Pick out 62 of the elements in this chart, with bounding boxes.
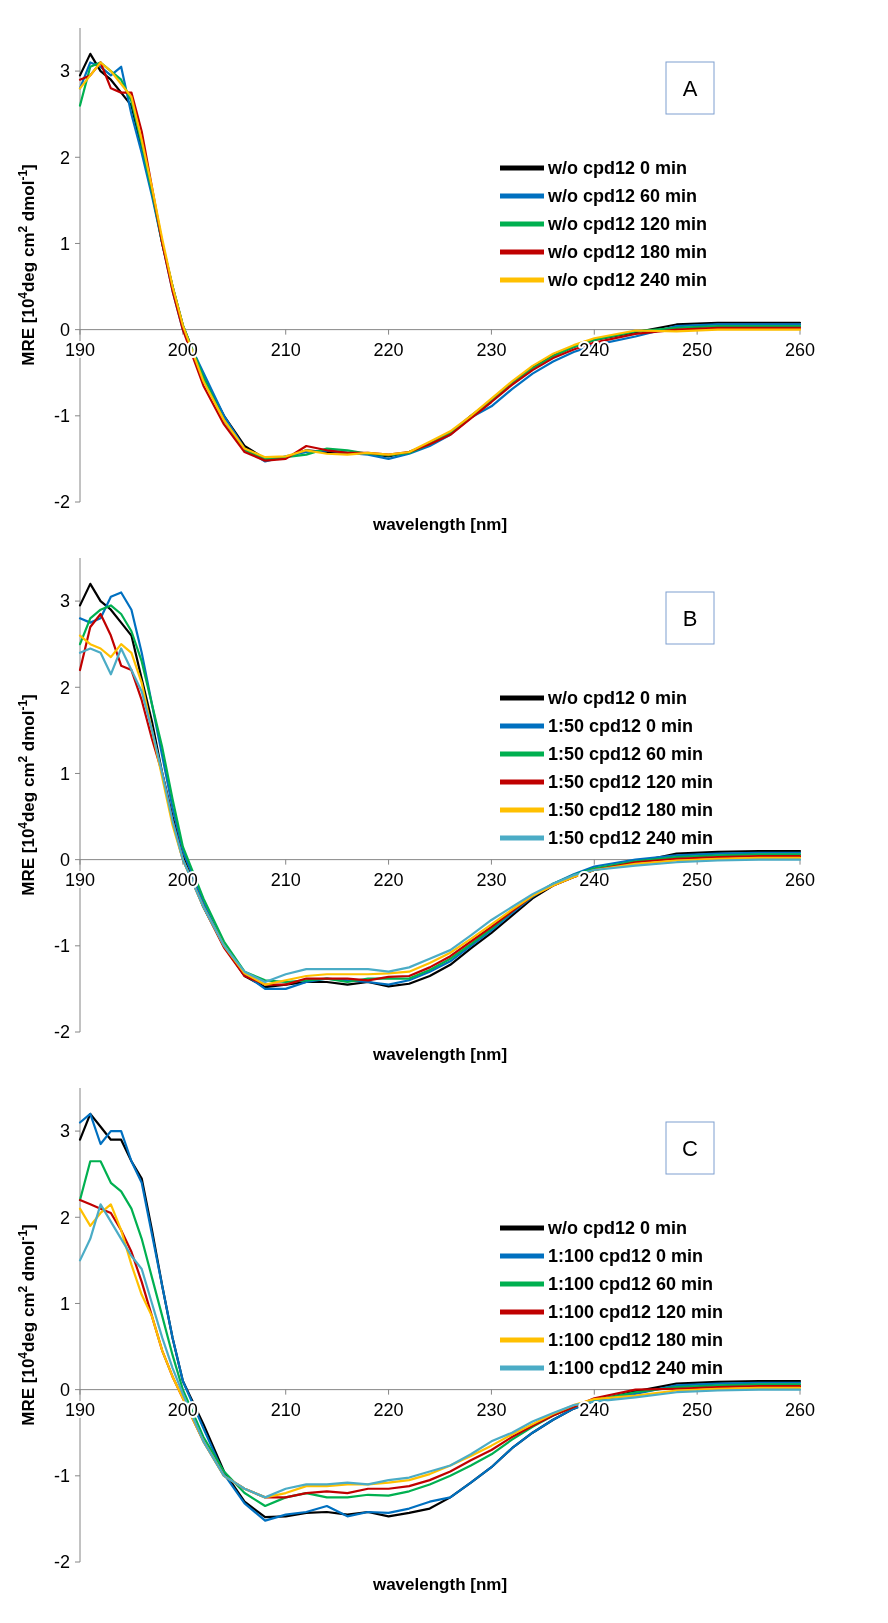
y-tick-label: 1 xyxy=(59,233,70,254)
x-tick-label: 190 xyxy=(64,1399,96,1420)
x-tick-label: 210 xyxy=(270,1399,301,1420)
y-tick-label: 1 xyxy=(59,1293,70,1314)
legend-label: w/o cpd12 240 min xyxy=(547,270,708,291)
legend-label: w/o cpd12 120 min xyxy=(547,214,708,235)
legend-label: w/o cpd12 180 min xyxy=(547,242,708,263)
x-tick-label: 250 xyxy=(682,1399,713,1420)
legend-label: 1:100 cpd12 240 min xyxy=(548,1358,724,1379)
x-tick-label: 220 xyxy=(373,869,404,890)
legend-label: w/o cpd12 0 min xyxy=(547,688,688,709)
annotation: B xyxy=(682,605,698,631)
y-tick-label: -1 xyxy=(53,1466,70,1487)
x-tick-label: 250 xyxy=(682,869,713,890)
y-tick-label: 3 xyxy=(59,1121,70,1142)
legend-label: 1:100 cpd12 60 min xyxy=(548,1274,714,1295)
y-tick-label: 2 xyxy=(59,1207,70,1228)
y-tick-label: -2 xyxy=(53,1552,70,1573)
x-axis-title: wavelength [nm] xyxy=(371,1575,508,1594)
x-tick-label: 240 xyxy=(579,339,610,360)
x-tick-label: 210 xyxy=(270,339,301,360)
legend-label: w/o cpd12 0 min xyxy=(547,1218,688,1239)
x-tick-label: 230 xyxy=(476,339,507,360)
x-tick-label: 260 xyxy=(784,1399,816,1420)
legend-label: 1:50 cpd12 180 min xyxy=(548,800,714,821)
x-tick-label: 240 xyxy=(579,869,610,890)
x-tick-label: 260 xyxy=(784,339,816,360)
x-tick-label: 250 xyxy=(682,339,713,360)
y-tick-label: 0 xyxy=(59,1379,70,1400)
y-tick-label: 1 xyxy=(59,763,70,784)
y-tick-label: -1 xyxy=(53,936,70,957)
y-tick-label: 0 xyxy=(59,849,70,870)
y-tick-label: 3 xyxy=(59,61,70,82)
x-tick-label: 220 xyxy=(373,339,404,360)
x-tick-label: 240 xyxy=(579,1399,610,1420)
legend-label: 1:50 cpd12 240 min xyxy=(548,828,714,849)
legend-label: 1:50 cpd12 60 min xyxy=(548,744,704,765)
x-tick-label: 190 xyxy=(64,869,96,890)
legend-label: 1:50 cpd12 120 min xyxy=(548,772,714,793)
y-tick-label: 2 xyxy=(59,677,70,698)
annotation: A xyxy=(682,75,698,101)
y-tick-label: -1 xyxy=(53,406,70,427)
x-tick-label: 190 xyxy=(64,339,96,360)
x-tick-label: 220 xyxy=(373,1399,404,1420)
x-tick-label: 210 xyxy=(270,869,301,890)
legend-label: 1:100 cpd12 180 min xyxy=(548,1330,724,1351)
y-tick-label: -2 xyxy=(53,1022,70,1043)
x-tick-label: 230 xyxy=(476,1399,507,1420)
legend-label: 1:100 cpd12 120 min xyxy=(548,1302,724,1323)
x-axis-title: wavelength [nm] xyxy=(371,1045,508,1064)
legend-label: 1:50 cpd12 0 min xyxy=(548,716,694,737)
legend-label: w/o cpd12 60 min xyxy=(547,186,698,207)
y-tick-label: 0 xyxy=(59,319,70,340)
x-tick-label: 230 xyxy=(476,869,507,890)
y-tick-label: 3 xyxy=(59,591,70,612)
y-tick-label: 2 xyxy=(59,147,70,168)
legend-label: w/o cpd12 0 min xyxy=(547,158,688,179)
x-axis-title: wavelength [nm] xyxy=(371,515,508,534)
y-tick-label: -2 xyxy=(53,492,70,513)
annotation: C xyxy=(682,1135,699,1161)
legend-label: 1:100 cpd12 0 min xyxy=(548,1246,704,1267)
x-tick-label: 260 xyxy=(784,869,816,890)
